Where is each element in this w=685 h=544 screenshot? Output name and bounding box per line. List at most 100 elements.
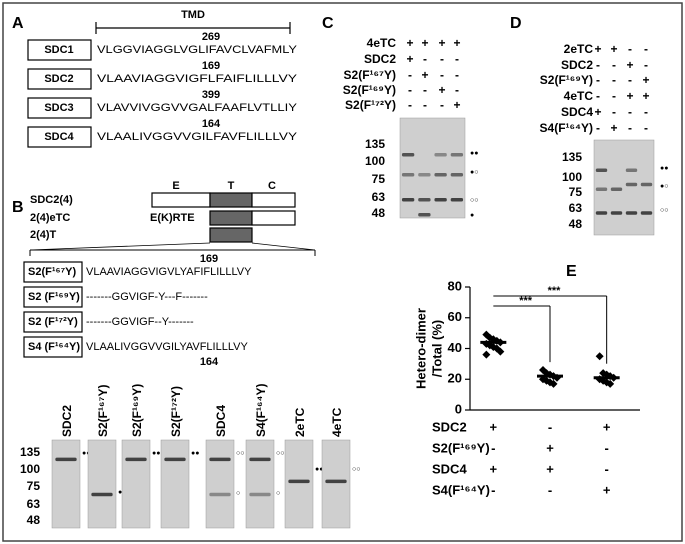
gel-band	[401, 173, 415, 177]
condition-sign: +	[490, 461, 498, 476]
condition-sign: +	[610, 121, 617, 135]
box	[251, 192, 296, 208]
condition-name: SDC4	[432, 461, 467, 476]
gel-band	[418, 173, 431, 177]
ladder-label: 100	[20, 462, 40, 476]
gel-band	[640, 182, 653, 187]
condition-sign: -	[408, 98, 412, 112]
y-tick-label: 60	[448, 309, 462, 324]
gel-label: 2eTC	[293, 407, 307, 437]
gel	[245, 439, 275, 529]
gel-band	[450, 173, 464, 177]
condition-sign: +	[642, 89, 649, 103]
gel-label: S4(F¹⁶⁴Y)	[254, 384, 268, 437]
condition-sign: -	[596, 89, 600, 103]
condition-sign: -	[408, 68, 412, 82]
condition-sign: +	[626, 58, 633, 72]
name-box	[27, 97, 92, 119]
data-point	[549, 379, 558, 388]
condition-sign: -	[644, 105, 648, 119]
ladder-label: 75	[27, 479, 41, 493]
band-marker: ●	[470, 212, 474, 219]
gel-band	[249, 492, 271, 497]
condition-sign: -	[644, 42, 648, 56]
sequence: VLAAVIAGGVIGVLYAFIFLILLLVY	[86, 266, 252, 278]
band-marker: ●●	[470, 150, 478, 157]
name-box	[27, 126, 92, 148]
band-marker: ○○	[660, 207, 668, 214]
ladder-label: 48	[569, 217, 583, 231]
gel-label: SDC2	[60, 405, 74, 437]
condition-sign: +	[453, 36, 460, 50]
condition-name: S2(F¹⁶⁹Y)	[343, 83, 396, 97]
gel-band	[450, 198, 464, 202]
name-box	[27, 39, 92, 61]
ladder-label: 63	[569, 201, 583, 215]
gel-band	[125, 457, 147, 462]
ladder-label: 75	[372, 172, 386, 186]
gel-label: S2(F¹⁶⁷Y)	[96, 385, 110, 437]
panel-label: A	[12, 15, 24, 32]
gel-band	[640, 211, 653, 215]
residue-number: 164	[202, 118, 221, 130]
panel-label: D	[510, 15, 522, 32]
residue-number: 269	[202, 31, 220, 43]
gel	[321, 439, 351, 529]
band-marker: ●	[118, 489, 122, 496]
condition-sign: -	[644, 121, 648, 135]
name-box	[23, 286, 83, 308]
box	[209, 210, 253, 226]
panel-label: B	[12, 199, 24, 216]
data-point	[482, 350, 491, 359]
ladder-label: 135	[562, 150, 582, 164]
protein-name: SDC4	[44, 131, 74, 143]
condition-sign: -	[408, 83, 412, 97]
gel-band	[595, 187, 608, 191]
zoom-line	[251, 242, 316, 251]
band-marker: ●○	[660, 183, 668, 190]
gel-band	[325, 479, 347, 484]
sequence: -------GGVIGF--Y-------	[86, 316, 194, 328]
ladder-label: 63	[27, 497, 41, 511]
condition-sign: -	[596, 121, 600, 135]
construct-name: 2(4)T	[30, 229, 57, 241]
data-point	[496, 347, 505, 356]
band-marker: ●●	[82, 450, 90, 457]
condition-name: S2(F¹⁶⁹Y)	[432, 440, 490, 455]
condition-name: S2(F¹⁶⁷Y)	[344, 68, 396, 82]
mutant-name: S2 (F¹⁶⁹Y)	[28, 291, 80, 303]
condition-name: S2(F¹⁷²Y)	[345, 98, 396, 112]
ladder-label: 48	[372, 206, 386, 220]
box	[209, 227, 253, 243]
ladder-label: 63	[372, 190, 386, 204]
residue-number: 169	[200, 253, 218, 265]
condition-sign: -	[596, 73, 600, 87]
sequence: VLAALIVGGVVGILYAVFLILLLVY	[86, 341, 248, 353]
condition-name: SDC2	[364, 52, 396, 66]
y-tick-label: 0	[455, 401, 462, 416]
ladder-label: 135	[365, 137, 385, 151]
condition-sign: -	[596, 58, 600, 72]
protein-name: SDC2	[44, 73, 73, 85]
condition-sign: -	[612, 105, 616, 119]
condition-sign: -	[455, 52, 459, 66]
y-axis-label: Hetero-dimer	[413, 308, 428, 389]
condition-sign: +	[490, 419, 498, 434]
condition-sign: -	[440, 98, 444, 112]
condition-sign: +	[406, 36, 413, 50]
condition-sign: -	[548, 419, 552, 434]
condition-sign: -	[455, 68, 459, 82]
gel-band	[401, 153, 415, 157]
gel-band	[610, 211, 623, 215]
panel-label: E	[566, 263, 577, 280]
gel-label: SDC4	[214, 405, 228, 437]
condition-sign: +	[626, 89, 633, 103]
gel	[121, 439, 151, 529]
ectodomain: E(K)RTE	[150, 212, 195, 224]
gel-band	[91, 492, 113, 497]
construct-name: SDC2(4)	[30, 194, 73, 206]
condition-name: S4(F¹⁶⁴Y)	[432, 482, 490, 497]
band-marker: ○	[236, 490, 240, 497]
band-marker: ●○	[470, 169, 478, 176]
